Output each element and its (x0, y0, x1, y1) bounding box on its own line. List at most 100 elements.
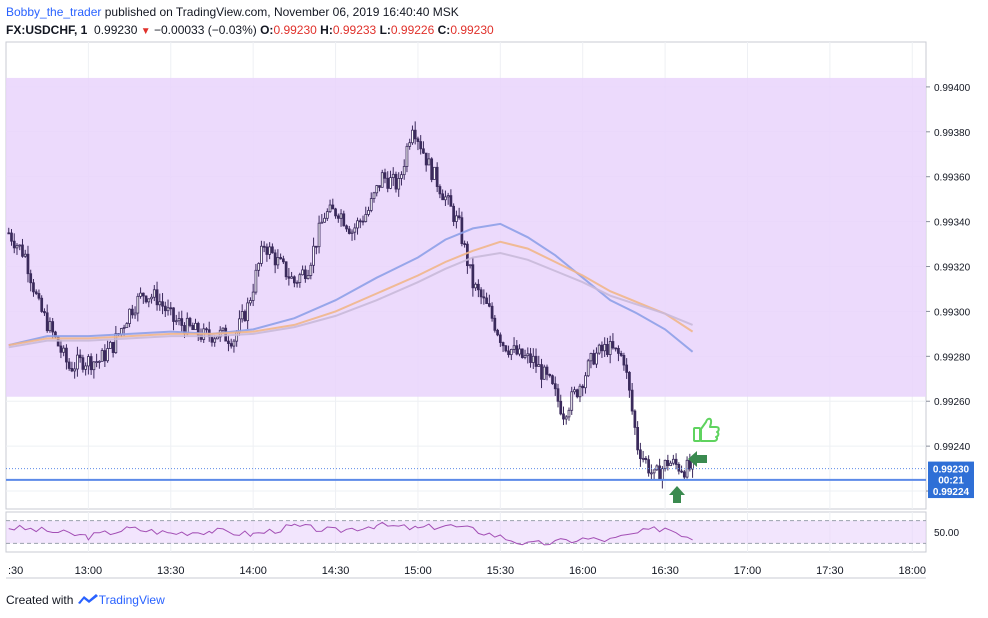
candle-body (67, 361, 71, 369)
candle-body (81, 357, 85, 370)
candle-body (260, 245, 263, 264)
candle-body (400, 174, 403, 179)
candle-body (194, 322, 197, 331)
candle-body (251, 291, 255, 301)
price-levels (6, 468, 926, 481)
candle-body (257, 263, 261, 271)
candle-body (317, 222, 321, 248)
candle-body (674, 458, 678, 465)
candle-body (32, 282, 35, 293)
candle-body (155, 289, 159, 306)
candle-body (73, 368, 77, 372)
candle-body (570, 391, 574, 411)
resistance-zone (6, 77, 926, 397)
candle-body (364, 214, 368, 222)
candle-body (660, 468, 664, 481)
candle-body (666, 459, 670, 467)
candle-body (216, 336, 219, 340)
candle-body (26, 253, 30, 275)
candle-body (51, 321, 55, 333)
candle-body (37, 293, 41, 299)
symbol-ticker: FX:USDCHF, 1 (6, 23, 88, 37)
y-tick-label: 0.99360 (934, 173, 971, 184)
candle-body (457, 215, 461, 219)
author-name[interactable]: Bobby_the_trader (6, 5, 102, 19)
candle-body (559, 400, 563, 415)
candle-body (188, 317, 192, 326)
candle-body (677, 464, 681, 472)
candle-body (84, 365, 88, 370)
candle-body (402, 166, 406, 176)
candle-body (141, 292, 145, 297)
candle-body (78, 354, 82, 359)
candle-body (567, 409, 571, 418)
candle-body (474, 283, 477, 289)
candle-body (306, 275, 310, 280)
candle-body (424, 152, 428, 166)
candle-body (347, 228, 351, 234)
candle-body (276, 257, 280, 266)
candle-body (34, 291, 38, 294)
tradingview-logo-icon (77, 594, 98, 604)
candle-body (625, 364, 629, 373)
candle-body (342, 213, 346, 227)
last-price: 0.99230 (94, 23, 138, 37)
candle-body (644, 457, 648, 461)
candle-body (413, 129, 417, 140)
candle-body (595, 352, 598, 365)
candle-body (100, 350, 104, 362)
y-tick-label: 0.99300 (934, 307, 971, 318)
left-arrow-icon (688, 451, 707, 467)
candle-body (455, 215, 458, 222)
candle-body (688, 459, 692, 470)
candle-body (573, 389, 576, 393)
candle-body (529, 353, 532, 363)
candle-body (520, 348, 524, 358)
price-badge-label: 0.99230 (933, 465, 970, 476)
candle-body (328, 204, 332, 213)
tradingview-brand[interactable]: TradingView (98, 593, 165, 607)
candle-body (125, 323, 129, 328)
candle-body (103, 350, 107, 362)
candle-body (161, 301, 164, 307)
candle-body (633, 410, 637, 428)
candle-body (394, 173, 398, 190)
candle-body (303, 269, 307, 280)
candle-body (309, 264, 313, 276)
candle-body (682, 471, 686, 478)
candle-body (471, 264, 475, 289)
candle-body (254, 269, 258, 293)
candle-body (150, 296, 153, 300)
candle-body (87, 356, 90, 367)
created-with-label: Created with (6, 593, 74, 607)
candle-body (369, 198, 373, 211)
candle-body (669, 462, 672, 467)
candle-body (339, 213, 343, 219)
candle-body (89, 356, 93, 371)
candle-body (180, 318, 184, 326)
candle-body (62, 347, 66, 353)
candle-body (358, 220, 362, 223)
candle-body (490, 305, 494, 319)
x-tick-label: 17:00 (734, 565, 762, 577)
candle-body (523, 355, 527, 358)
candle-body (476, 283, 480, 291)
candle-body (496, 329, 499, 336)
candle-body (372, 192, 376, 200)
candle-body (405, 145, 409, 167)
candle-body (271, 246, 274, 254)
close-value: 0.99230 (450, 23, 494, 37)
time-axis[interactable]: :30 13:00 13:30 14:00 14:30 15:00 15:30 16:00 16… (8, 565, 926, 577)
candle-body (12, 240, 16, 249)
candle-body (59, 345, 63, 353)
candle-body (147, 298, 151, 303)
candle-body (487, 303, 491, 307)
candle-body (509, 349, 513, 356)
candle-body (262, 245, 266, 248)
x-tick-label: 15:00 (404, 565, 432, 577)
candle-body (639, 449, 642, 459)
price-badge-bg (928, 461, 974, 476)
candle-body (441, 193, 445, 201)
price-axis[interactable]: 0.99400 0.99380 0.99360 0.99340 0.99320 0.993… (926, 83, 974, 539)
